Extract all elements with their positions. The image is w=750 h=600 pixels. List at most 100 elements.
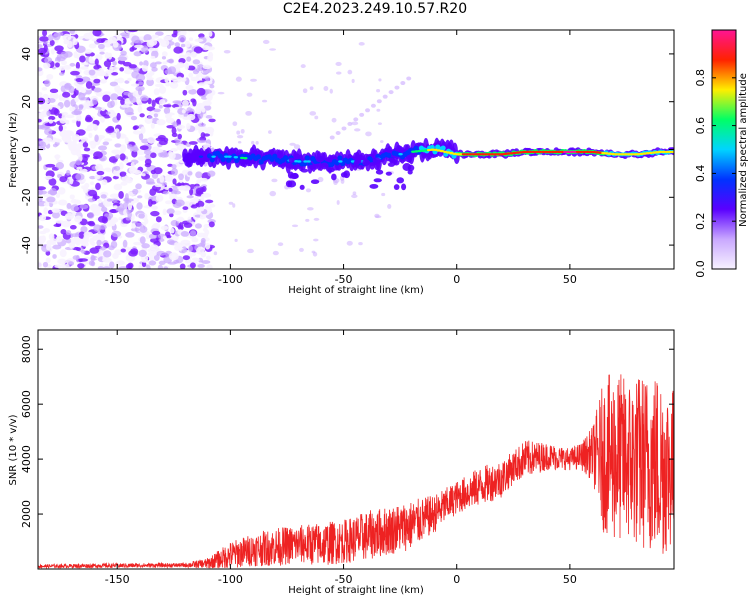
noise-blob xyxy=(187,252,197,257)
noise-blob xyxy=(52,244,62,250)
noise-blob xyxy=(151,99,156,108)
noise-blob xyxy=(71,110,82,116)
noise-blob xyxy=(57,31,64,36)
noise-blob xyxy=(75,86,85,91)
noise-blob xyxy=(58,199,68,206)
ridge-core xyxy=(474,153,479,156)
ridge-blob xyxy=(308,164,317,170)
noise-blob xyxy=(109,112,118,117)
noise-blob xyxy=(185,85,194,91)
noise-blob xyxy=(171,132,178,138)
noise-blob xyxy=(163,107,171,115)
noise-blob xyxy=(114,143,122,148)
noise-blob xyxy=(38,118,42,123)
noise-blob xyxy=(49,94,56,99)
noise-blob xyxy=(335,131,341,136)
noise-blob xyxy=(109,65,114,74)
noise-blob xyxy=(188,72,194,78)
noise-blob xyxy=(55,162,65,170)
noise-blob xyxy=(158,99,166,106)
noise-blob xyxy=(208,31,213,37)
noise-blob xyxy=(234,238,238,243)
ridge-blob xyxy=(354,159,362,164)
noise-blob xyxy=(83,231,94,238)
noise-blob xyxy=(84,116,93,123)
noise-blob xyxy=(49,88,59,93)
ridge-core xyxy=(563,150,568,154)
ridge-core xyxy=(477,153,483,156)
noise-blob xyxy=(141,65,149,72)
noise-blob xyxy=(78,258,89,262)
noise-blob xyxy=(240,128,245,134)
ridge-core xyxy=(531,150,536,154)
noise-blob xyxy=(100,107,106,112)
snr-x-tick-label: 0 xyxy=(453,573,460,586)
noise-blob xyxy=(172,100,182,104)
noise-blob xyxy=(235,76,242,82)
noise-blob xyxy=(44,122,54,127)
noise-blob xyxy=(147,252,157,257)
noise-blob xyxy=(74,96,79,103)
ridge-core xyxy=(468,153,473,156)
noise-blob xyxy=(174,42,181,48)
noise-blob xyxy=(81,62,89,66)
noise-blob xyxy=(80,226,88,233)
ridge-core xyxy=(296,160,302,163)
noise-blob xyxy=(48,178,57,186)
spectrogram-y-label: Frequency (Hz) xyxy=(8,112,19,188)
noise-blob xyxy=(168,187,173,192)
noise-blob xyxy=(71,134,81,142)
noise-blob xyxy=(127,30,138,33)
noise-blob xyxy=(51,208,61,213)
noise-blob xyxy=(94,174,101,180)
noise-blob xyxy=(131,222,136,229)
noise-blob xyxy=(120,98,125,106)
noise-blob xyxy=(102,257,112,263)
noise-blob xyxy=(156,119,166,126)
noise-blob xyxy=(125,232,135,238)
noise-blob xyxy=(89,181,95,186)
noise-blob xyxy=(114,249,123,256)
noise-blob xyxy=(136,97,141,104)
ridge-blob xyxy=(369,183,379,189)
noise-blob xyxy=(88,132,93,139)
noise-blob xyxy=(128,250,138,257)
noise-blob xyxy=(38,67,43,72)
ridge-core xyxy=(623,153,628,156)
noise-blob xyxy=(139,61,144,66)
noise-blob xyxy=(46,110,51,116)
noise-blob xyxy=(38,261,42,269)
noise-blob xyxy=(195,110,202,115)
noise-blob xyxy=(194,223,202,229)
noise-blob xyxy=(153,108,161,113)
noise-blob xyxy=(94,134,99,143)
colorbar-tick-label: 0.4 xyxy=(694,165,707,183)
noise-blob xyxy=(217,91,225,95)
noise-blob xyxy=(172,178,177,185)
noise-blob xyxy=(158,85,167,94)
ridge-blob xyxy=(331,165,340,171)
noise-blob xyxy=(150,152,157,159)
noise-blob xyxy=(175,217,184,222)
noise-blob xyxy=(388,90,394,95)
noise-blob xyxy=(139,236,146,244)
noise-blob xyxy=(158,238,165,242)
noise-blob xyxy=(90,141,97,149)
noise-blob xyxy=(155,194,164,202)
ridge-mid xyxy=(206,153,213,159)
noise-blob xyxy=(192,59,201,65)
ridge-core xyxy=(553,150,559,154)
noise-blob xyxy=(76,129,86,136)
noise-blob xyxy=(207,170,216,177)
noise-blob xyxy=(394,85,400,90)
noise-blob xyxy=(149,244,159,251)
ridge-core xyxy=(528,150,533,154)
snr-x-tick-label: -50 xyxy=(335,573,353,586)
noise-blob xyxy=(188,37,194,42)
noise-blob xyxy=(125,216,132,221)
ridge-core xyxy=(585,150,590,154)
noise-blob xyxy=(351,194,358,199)
noise-blob xyxy=(134,44,144,49)
noise-blob xyxy=(119,171,127,177)
noise-blob xyxy=(112,41,119,48)
